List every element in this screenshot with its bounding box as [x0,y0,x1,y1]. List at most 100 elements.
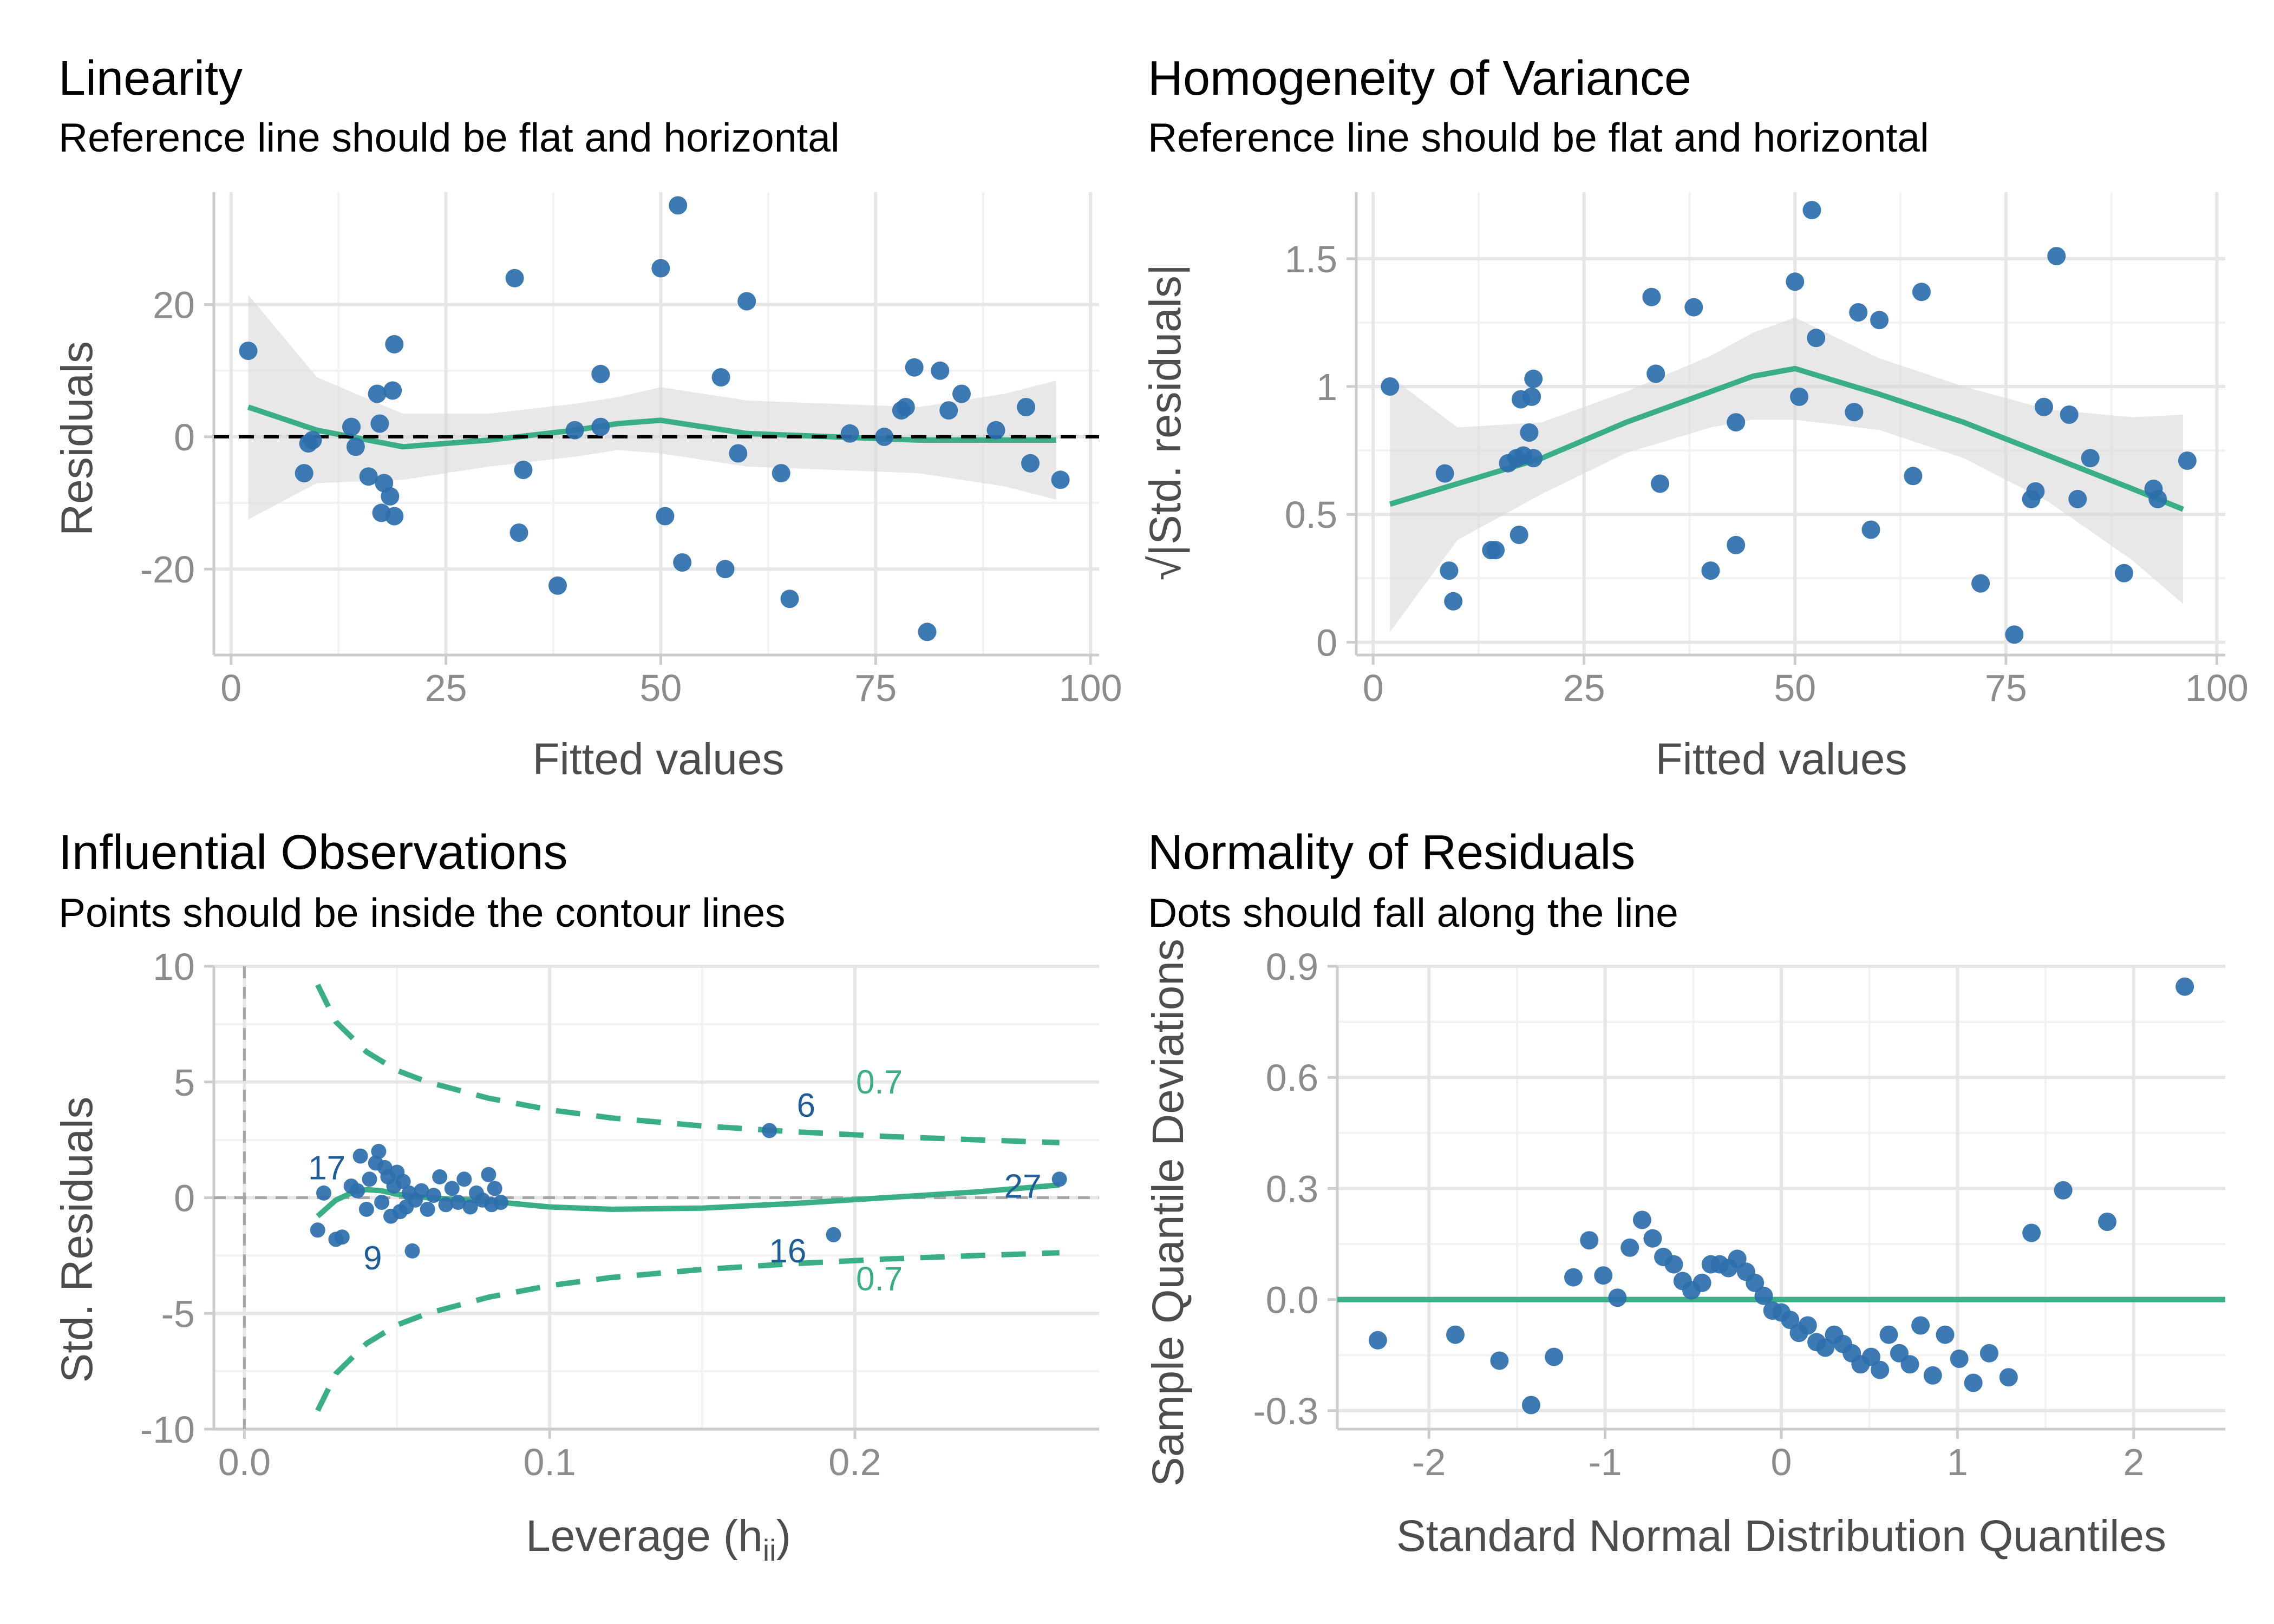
homogeneity-subtitle: Reference line should be flat and horizo… [1148,115,1929,160]
normality-title: Normality of Residuals [1148,826,1635,880]
normality-data-point [1980,1344,1998,1363]
influential-data-point [374,1195,390,1210]
homogeneity-data-point [1510,526,1528,544]
linearity-data-point [1051,470,1070,489]
linearity-data-point [239,342,258,361]
influential-data-point [1051,1171,1067,1187]
linearity-data-point [370,414,389,433]
homogeneity-data-point [2026,482,2045,501]
influential-x-axis-label-main: Leverage (h [526,1511,763,1561]
normality-y-tick-label: -0.3 [1253,1390,1318,1432]
influential-data-point [362,1171,377,1187]
normality-y-tick-label: 0.0 [1266,1279,1318,1321]
linearity-data-point [565,421,584,440]
linearity-data-point [383,381,402,400]
linearity-data-point [303,431,322,449]
influential-data-point [481,1167,496,1182]
normality-data-point [1900,1355,1919,1374]
normality-y-tick-label: 0.9 [1266,946,1318,988]
linearity-data-point [780,590,799,608]
linearity-data-point [346,437,365,456]
linearity-data-point [342,417,361,436]
normality-data-point [1816,1338,1835,1357]
normality-data-point [1936,1325,1955,1344]
linearity-y-tick-label: 0 [174,416,195,459]
linearity-title: Linearity [58,51,243,106]
linearity-data-point [875,427,894,446]
linearity-data-point [385,507,404,526]
homogeneity-data-point [1904,467,1923,486]
influential-title: Influential Observations [58,826,568,880]
influential-data-point [404,1243,420,1259]
linearity-data-point [737,292,756,311]
normality-data-point [1862,1347,1880,1366]
homogeneity-x-tick-label: 75 [1985,667,2027,709]
normality-x-axis-label: Standard Normal Distribution Quantiles [1396,1511,2166,1561]
homogeneity-data-point [1646,364,1665,383]
normality-data-point [1964,1373,1983,1392]
normality-data-point [1564,1268,1583,1287]
influential-data-point [310,1222,325,1238]
homogeneity-data-point [1971,574,1990,593]
homogeneity-y-tick-label: 0 [1316,621,1337,664]
linearity-data-point [656,507,675,526]
linearity-data-point [368,384,387,403]
homogeneity-data-point [1912,283,1931,302]
homogeneity-data-point [1651,474,1669,493]
influential-y-axis-label: Std. Residuals [53,1097,102,1383]
influential-point-label: 27 [1004,1168,1042,1206]
homogeneity-data-point [1522,387,1541,406]
influential-x-tick-label: 0.2 [828,1441,881,1483]
normality-data-point [1545,1347,1564,1366]
normality-data-point [1608,1288,1627,1307]
linearity-data-point [669,196,688,215]
linearity-data-point [505,269,524,287]
influential-data-point [762,1123,777,1138]
homogeneity-data-point [1786,272,1805,291]
normality-y-axis-label: Sample Quantile Deviations [1143,939,1193,1487]
linearity-data-point [548,576,567,595]
linearity-x-axis-label: Fitted values [533,735,785,784]
homogeneity-data-point [2035,397,2053,416]
influential-data-point [350,1183,365,1199]
linearity-data-point [716,560,735,579]
normality-panel: Normality of Residuals Dots should fall … [1143,826,2225,1561]
linearity-data-point [918,623,937,641]
influential-y-tick-label: -10 [140,1409,195,1451]
normality-data-point [1693,1273,1711,1292]
homogeneity-data-point [2047,247,2066,266]
normality-data-point [1632,1210,1651,1229]
influential-data-point [444,1181,460,1196]
linearity-subtitle: Reference line should be flat and horizo… [58,115,840,160]
normality-data-point [1923,1366,1942,1385]
homogeneity-data-point [1381,377,1400,396]
influential-data-point [493,1195,508,1210]
linearity-data-point [359,467,378,486]
normality-data-point [1368,1331,1387,1350]
homogeneity-data-point [1524,369,1543,388]
linearity-data-point [295,464,313,483]
influential-data-point [395,1174,411,1189]
homogeneity-x-axis-label: Fitted values [1656,735,1907,784]
influential-point-label: 6 [797,1087,815,1124]
linearity-y-tick-label: -20 [140,548,195,591]
linearity-data-point [939,401,958,420]
homogeneity-data-point [1727,535,1746,554]
homogeneity-plot-area: 0 25 50 75 100 0 0.5 1 1.5 [1285,192,2249,709]
homogeneity-title: Homogeneity of Variance [1148,51,1691,106]
normality-data-point [2098,1213,2116,1231]
normality-data-point [1879,1325,1898,1344]
influential-plot-area: 0.0 0.1 0.2 -10 -5 0 5 10 17 9 6 16 27 0.7 0.7 [140,946,1099,1483]
homogeneity-panel: Homogeneity of Variance Reference line s… [1141,51,2249,784]
influential-point-label: 16 [769,1233,806,1270]
linearity-data-point [711,368,730,387]
linearity-data-point [931,361,950,380]
linearity-data-point [729,444,748,463]
linearity-data-point [591,364,610,383]
influential-data-point [462,1199,478,1215]
influential-data-point [334,1229,350,1245]
influential-x-tick-label: 0.1 [524,1441,576,1483]
influential-y-tick-label: 0 [174,1177,195,1220]
homogeneity-data-point [1861,520,1880,539]
normality-data-point [1999,1368,2018,1387]
